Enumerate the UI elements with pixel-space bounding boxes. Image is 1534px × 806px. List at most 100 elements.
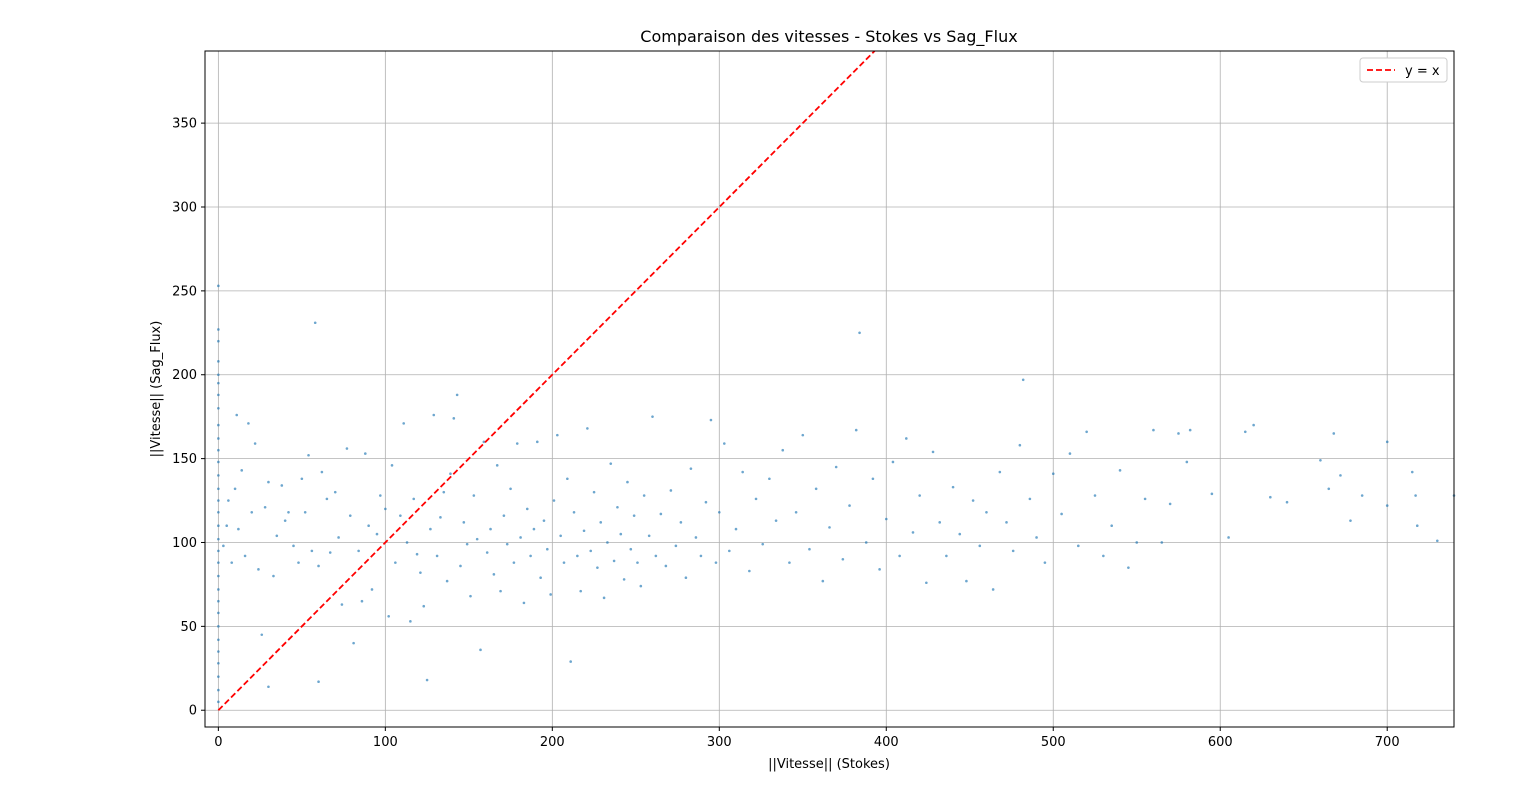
scatter-point (1385, 504, 1389, 507)
scatter-point (639, 584, 643, 588)
scatter-point (938, 521, 942, 524)
scatter-point (609, 462, 613, 465)
scatter-point (217, 339, 220, 343)
scatter-point (375, 532, 379, 536)
scatter-point (455, 393, 459, 397)
scatter-point (275, 534, 279, 538)
chart-title: Comparaison des vitesses - Stokes vs Sag… (640, 27, 1017, 47)
scatter-point (217, 360, 220, 363)
scatter-point (345, 447, 349, 450)
scatter-point (419, 571, 422, 574)
scatter-point (586, 427, 589, 430)
scatter-point (253, 442, 257, 445)
scatter-point (884, 517, 888, 521)
scatter-point (499, 589, 502, 593)
scatter-point (546, 547, 549, 551)
y-tick-label: 350 (172, 117, 197, 132)
scatter-point (808, 547, 811, 551)
axis-ticks: 0 100 200 300 400 500 600 700 0 50 100 150 200 250 300… (172, 117, 1399, 750)
scatter-point (848, 504, 851, 507)
scatter-point (636, 561, 639, 564)
scatter-point (1168, 502, 1172, 506)
x-tick-label: 700 (1375, 735, 1400, 750)
scatter-point (654, 554, 658, 558)
scatter-point (1385, 440, 1389, 444)
scatter-point (858, 331, 861, 335)
scatter-point (626, 480, 629, 484)
scatter-point (1135, 541, 1139, 544)
scatter-point (399, 514, 402, 517)
scatter-point (317, 680, 320, 684)
scatter-point (307, 453, 310, 457)
scatter-point (402, 422, 406, 425)
scatter-point (525, 507, 529, 511)
scatter-point (449, 472, 452, 476)
scatter-point (1068, 452, 1072, 455)
scatter-point (659, 512, 663, 516)
scatter-point (297, 561, 300, 564)
scatter-point (612, 559, 616, 563)
scatter-point (1051, 472, 1055, 476)
scatter-point (1160, 541, 1164, 544)
scatter-point (472, 494, 476, 497)
scatter-point (217, 625, 220, 628)
scatter-point (469, 594, 472, 598)
scatter-point (217, 381, 220, 385)
scatter-point (1110, 524, 1113, 528)
scatter-point (280, 484, 284, 487)
scatter-point (632, 514, 636, 517)
scatter-point (592, 490, 596, 494)
scatter-point (217, 650, 220, 653)
scatter-point (502, 514, 506, 517)
scatter-point (991, 588, 995, 591)
scatter-point (529, 554, 532, 558)
scatter-point (217, 487, 220, 491)
scatter-point (445, 579, 449, 583)
scatter-point (217, 549, 220, 553)
scatter-point (222, 544, 225, 548)
scatter-point (651, 415, 654, 418)
scatter-point (489, 527, 492, 531)
scatter-point (532, 527, 536, 531)
scatter-point (549, 593, 552, 596)
scatter-point (878, 568, 881, 571)
scatter-point (1177, 432, 1180, 435)
scatter-point (243, 554, 247, 558)
scatter-point (217, 611, 220, 615)
scatter-point (834, 465, 838, 469)
scatter-point (1410, 470, 1414, 474)
scatter-point (871, 477, 875, 481)
scatter-point (1319, 458, 1322, 462)
plot-frame (204, 50, 1455, 728)
scatter-point (985, 510, 988, 514)
scatter-point (250, 510, 254, 514)
scatter-point (951, 485, 955, 489)
y-tick-label: 100 (172, 536, 197, 551)
scatter-point (310, 549, 314, 553)
scatter-point (569, 660, 572, 663)
scatter-point (217, 284, 220, 288)
scatter-point (217, 675, 220, 678)
scatter-point (814, 487, 818, 491)
scatter-point (689, 467, 693, 470)
scatter-point (931, 450, 935, 454)
scatter-point (674, 544, 678, 548)
scatter-point (357, 549, 360, 553)
scatter-point (794, 510, 798, 514)
scatter-point (781, 448, 785, 452)
scatter-point (1076, 544, 1080, 548)
scatter-point (217, 448, 220, 452)
scatter-point (509, 487, 512, 491)
scatter-point (367, 524, 370, 528)
scatter-point (429, 527, 432, 531)
identity-line (217, 50, 876, 711)
scatter-point (754, 497, 758, 501)
scatter-point (317, 564, 320, 568)
scatter-point (320, 470, 324, 474)
scatter-point (619, 532, 623, 536)
scatter-point (370, 588, 374, 591)
scatter-point (1327, 487, 1331, 491)
scatter-point (482, 440, 486, 444)
scatter-point (405, 541, 409, 544)
